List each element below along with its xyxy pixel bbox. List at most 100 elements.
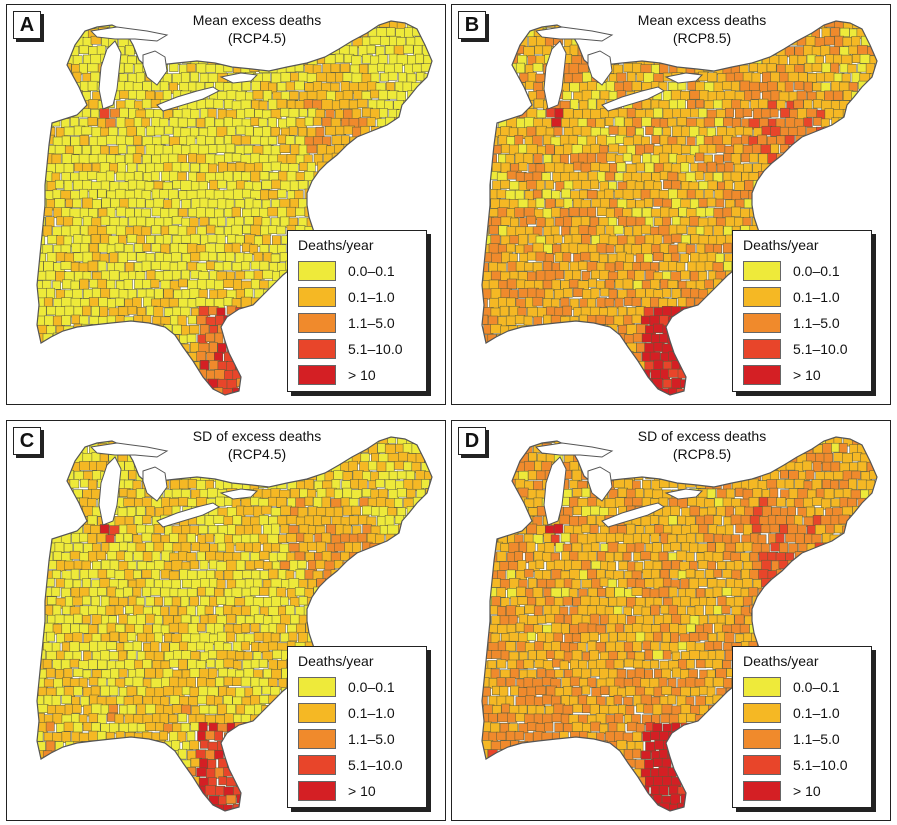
county-cell (81, 437, 91, 445)
coastline (36, 20, 433, 396)
county-cell (92, 398, 101, 405)
county-cell (298, 398, 307, 405)
county-cell (187, 642, 198, 652)
county-cell (82, 360, 94, 371)
county-cell (879, 380, 889, 390)
county-cell (128, 324, 140, 334)
county-cell (803, 117, 813, 128)
county-cell (771, 217, 781, 227)
county-cell (411, 533, 422, 544)
county-cell (433, 20, 442, 29)
county-cell (501, 91, 511, 102)
county-cell (136, 324, 146, 336)
county-cell (823, 180, 833, 191)
county-cell (119, 632, 129, 643)
county-cell (406, 632, 417, 643)
county-cell (650, 208, 662, 218)
county-cell (417, 397, 426, 406)
county-cell (357, 569, 370, 580)
county-cell (632, 189, 643, 199)
county-cell (325, 180, 336, 192)
county-cell (109, 559, 120, 571)
county-cell (707, 53, 717, 63)
county-cell (114, 370, 124, 382)
county-cell (178, 351, 189, 361)
county-cell (106, 352, 118, 363)
county-cell (123, 352, 135, 361)
county-cell (253, 251, 263, 262)
county-cell (878, 92, 887, 100)
county-cell (668, 368, 679, 378)
county-cell (821, 136, 833, 147)
county-cell (573, 109, 583, 119)
county-cell (325, 126, 337, 136)
county-cell (695, 99, 705, 109)
county-cell (376, 624, 387, 636)
county-cell (87, 533, 97, 545)
county-cell (424, 90, 432, 100)
county-cell (842, 37, 853, 47)
county-cell (396, 181, 407, 193)
county-cell (532, 189, 543, 200)
county-cell (334, 53, 344, 63)
county-cell (686, 136, 696, 147)
county-cell (429, 606, 432, 617)
county-cell (316, 596, 326, 607)
county-cell (806, 108, 818, 118)
county-cell (351, 615, 363, 625)
county-cell (321, 532, 331, 544)
county-cell (261, 470, 271, 482)
county-cell (753, 108, 763, 119)
county-cell (263, 396, 274, 404)
county-cell (632, 225, 643, 237)
county-cell (506, 388, 519, 395)
county-cell (572, 179, 583, 190)
county-cell (177, 117, 188, 128)
county-cell (379, 596, 390, 606)
county-cell (404, 27, 414, 38)
legend: Deaths/year 0.0–0.1 0.1–1.0 1.1–5.0 5.1–… (287, 230, 427, 392)
county-cell (88, 605, 98, 615)
county-cell (287, 46, 298, 58)
legend-label: 5.1–10.0 (348, 341, 403, 357)
county-cell (491, 37, 501, 47)
county-cell (506, 243, 516, 253)
county-cell (577, 171, 588, 182)
county-cell (168, 570, 180, 581)
county-cell (384, 63, 396, 74)
county-cell (333, 199, 345, 208)
county-cell (434, 270, 444, 280)
county-cell (582, 397, 592, 405)
county-cell (218, 161, 228, 173)
county-cell (423, 55, 432, 65)
county-cell (276, 552, 288, 561)
county-cell (830, 135, 840, 146)
county-cell (216, 234, 226, 246)
county-cell (830, 153, 840, 164)
county-cell (316, 507, 327, 517)
county-cell (125, 207, 135, 219)
county-cell (404, 135, 416, 145)
county-cell (235, 270, 246, 280)
county-cell (431, 45, 432, 56)
county-cell (180, 72, 190, 83)
county-cell (370, 215, 381, 226)
county-cell (830, 27, 840, 37)
county-cell (733, 143, 744, 155)
county-cell (37, 478, 47, 490)
county-cell (151, 225, 162, 235)
county-cell (541, 352, 553, 362)
county-cell (498, 63, 508, 75)
county-cell (716, 359, 727, 370)
county-cell (135, 542, 146, 552)
county-cell (46, 470, 56, 482)
county-cell (215, 496, 226, 507)
legend-label: 1.1–5.0 (348, 315, 395, 331)
county-cell (100, 341, 111, 352)
county-cell (196, 551, 206, 561)
county-cell (582, 144, 593, 154)
legend-swatch (743, 261, 781, 281)
county-cell (106, 279, 116, 290)
county-cell (92, 437, 104, 443)
county-cell (716, 307, 728, 318)
